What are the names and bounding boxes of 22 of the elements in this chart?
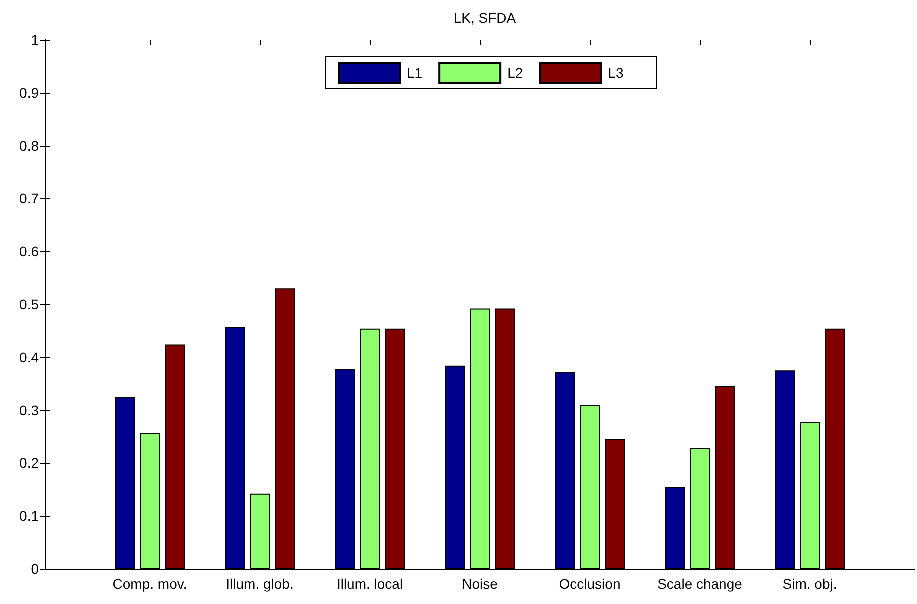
legend-label: L1 [407,65,423,81]
x-tick-label: Occlusion [559,576,621,592]
y-tick-label: 0.3 [20,402,40,418]
y-tick-label: 0.7 [20,190,40,207]
y-tick-label: 0.6 [20,244,40,260]
x-tick-label: Sim. obj. [782,576,838,592]
x-tick-label: Comp. mov. [112,576,188,592]
x-tick-label: Illum. glob. [226,576,294,592]
legend-label: L3 [608,65,624,81]
y-tick-label: 0.9 [20,84,40,101]
x-tick-label: Noise [462,576,498,592]
y-tick-label: 0.2 [20,455,40,472]
legend-label: L2 [508,65,524,81]
y-tick-label: 0.4 [20,349,40,366]
x-tick-label: Scale change [658,576,743,592]
y-tick-label: 0.5 [20,296,40,312]
x-tick-label: Illum. local [336,576,404,592]
y-tick-label: 0.1 [20,508,40,524]
y-tick-label: 1 [31,32,40,48]
y-tick-label: 0.8 [20,138,40,154]
y-tick-label: 0 [31,561,40,577]
chart-title: LK, SFDA [454,10,517,26]
